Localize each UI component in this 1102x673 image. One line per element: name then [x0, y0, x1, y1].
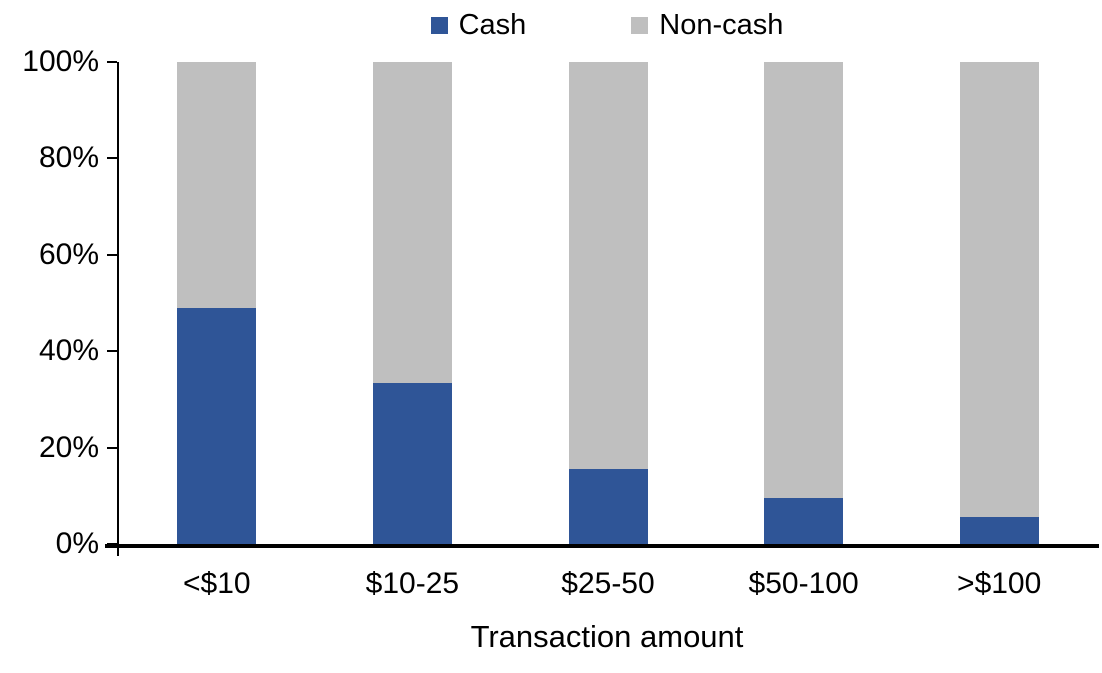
bar-segment-non-cash: [959, 62, 1039, 518]
bar-segment-non-cash: [764, 62, 844, 499]
bar-segment-non-cash: [177, 62, 257, 308]
x-axis-category-label: $10-25: [365, 567, 460, 600]
x-axis-category-label: >$100: [957, 567, 1042, 600]
legend-label-cash: Cash: [458, 9, 527, 41]
legend-swatch-noncash-icon: [631, 16, 649, 34]
legend-item-cash: Cash: [430, 8, 527, 42]
y-axis-tick: [107, 253, 117, 256]
bar-segment-non-cash: [568, 62, 648, 470]
x-axis-category-label: <$10: [183, 567, 251, 600]
legend: Cash Non-cash: [117, 8, 1097, 42]
bar-$50-100: [764, 62, 844, 544]
y-axis-tick-label: 100%: [22, 45, 99, 78]
y-axis-tick-label: 0%: [55, 527, 99, 560]
y-axis-tick-label: 80%: [38, 141, 99, 175]
y-axis-tick: [107, 350, 117, 353]
y-axis-tick: [107, 61, 117, 63]
legend-item-noncash: Non-cash: [631, 8, 783, 42]
y-axis-tick: [107, 157, 117, 160]
bar-segment-cash: [372, 382, 452, 544]
bar-$10-25: [372, 62, 452, 544]
x-axis-title: Transaction amount: [470, 619, 744, 654]
y-axis-tick: [107, 446, 117, 449]
bar-$25-50: [568, 62, 648, 544]
y-axis-tick-label: 40%: [38, 334, 99, 368]
y-axis-tick-label: 20%: [38, 430, 99, 464]
x-axis-category-label: $25-50: [561, 567, 655, 600]
y-axis-tick-label: 60%: [38, 237, 99, 271]
bar-segment-cash: [764, 498, 844, 544]
bar-segment-cash: [959, 517, 1039, 544]
bar->$100: [959, 62, 1039, 544]
bar-segment-cash: [568, 469, 648, 544]
bar-segment-non-cash: [372, 62, 452, 383]
legend-swatch-cash-icon: [430, 16, 448, 34]
bar-segment-cash: [177, 307, 257, 544]
bar-<$10: [177, 62, 257, 544]
x-axis-category-label: $50-100: [748, 567, 859, 600]
x-axis-line: [105, 544, 1099, 548]
plot-area: 0% 20% 40% 60% 80% 100% <$10 $10-25 $25-50 $50-10…: [22, 45, 1099, 600]
legend-label-noncash: Non-cash: [659, 9, 784, 41]
x-axis-origin-tick: [117, 544, 119, 556]
